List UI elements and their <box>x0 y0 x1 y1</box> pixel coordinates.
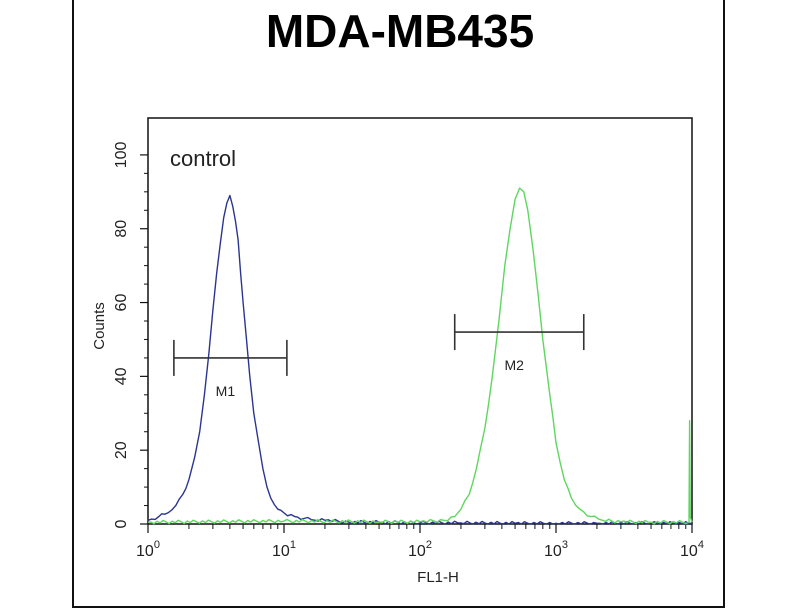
y-tick-label: 0 <box>113 519 130 528</box>
y-tick-label: 100 <box>113 141 130 168</box>
y-tick-label: 80 <box>113 220 130 238</box>
y-tick-label: 20 <box>113 441 130 459</box>
x-tick-label: 103 <box>544 539 568 560</box>
x-tick-label: 104 <box>680 539 704 560</box>
x-tick-label: 101 <box>272 539 296 560</box>
sample-histogram <box>147 187 693 525</box>
plot-area <box>147 117 693 525</box>
x-axis-ticks: 100 101 102 103 104 <box>136 524 704 560</box>
control-annotation: control <box>170 146 236 171</box>
chart-title: MDA-MB435 <box>265 5 535 57</box>
x-tick-label: 100 <box>136 539 160 560</box>
y-axis-ticks: 0 20 40 60 80 100 <box>113 141 148 528</box>
x-axis-label: FL1-H <box>417 569 459 586</box>
y-axis-label: Counts <box>91 302 108 350</box>
data-series <box>147 187 693 525</box>
control-histogram <box>147 194 692 525</box>
marker-label: M2 <box>505 357 525 373</box>
x-tick-label: 102 <box>408 539 432 560</box>
y-tick-label: 60 <box>113 294 130 312</box>
y-tick-label: 40 <box>113 367 130 385</box>
marker-label: M1 <box>216 383 236 399</box>
gate-markers: M1 M2 <box>173 314 585 399</box>
